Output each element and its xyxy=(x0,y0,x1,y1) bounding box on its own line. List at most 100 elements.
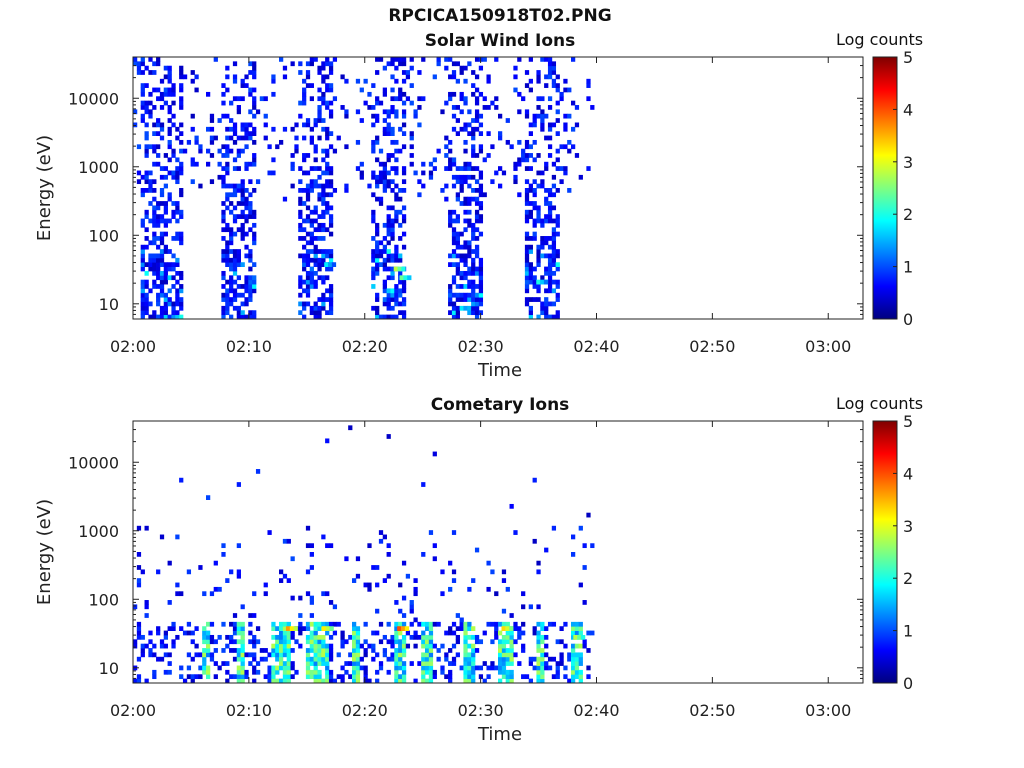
spectrogram-cell xyxy=(382,314,387,320)
spectrogram-cell xyxy=(255,626,261,631)
spectrogram-cell xyxy=(294,122,299,128)
spectrogram-cell xyxy=(517,630,522,636)
spectrogram-cell xyxy=(140,61,145,67)
spectrogram-cell xyxy=(255,669,261,675)
spectrogram-cell xyxy=(363,678,368,684)
spectrogram-cell xyxy=(209,139,215,145)
spectrogram-cell xyxy=(486,621,491,627)
spectrogram-cell xyxy=(463,665,468,671)
spectrogram-cell xyxy=(355,661,361,666)
spectrogram-cell xyxy=(375,100,380,106)
spectrogram-cell xyxy=(221,621,226,627)
spectrogram-cell xyxy=(451,105,457,110)
spectrogram-cell xyxy=(328,669,334,675)
spectrogram-peak-cell xyxy=(505,626,510,631)
spectrogram-cell xyxy=(547,192,553,198)
spectrogram-cell xyxy=(463,166,468,171)
spectrogram-cell xyxy=(328,634,334,640)
spectrogram-cell xyxy=(152,148,157,154)
spectrogram-cell xyxy=(179,240,184,246)
spectrogram-cell xyxy=(156,118,161,123)
spectrogram-cell xyxy=(440,591,445,597)
spectrogram-cell xyxy=(555,266,560,272)
spectrogram-cell xyxy=(225,87,230,93)
spectrogram-cell xyxy=(221,292,226,298)
spectrogram-cell xyxy=(448,166,453,171)
spectrogram-cell xyxy=(352,674,357,680)
spectrogram-cell xyxy=(478,231,484,237)
spectrogram-cell xyxy=(175,170,180,176)
spectrogram-cell xyxy=(501,569,507,575)
spectrogram-cell xyxy=(232,656,238,662)
spectrogram-cell xyxy=(279,626,284,631)
spectrogram-cell xyxy=(386,257,391,263)
spectrogram-cell xyxy=(521,604,526,610)
spectrogram-cell xyxy=(252,669,257,675)
spectrogram-cell xyxy=(244,144,249,150)
spectrogram-cell xyxy=(459,617,464,623)
spectrogram-cell xyxy=(574,674,580,680)
spectrogram-cell xyxy=(352,669,357,675)
spectrogram-cell xyxy=(225,244,230,250)
spectrogram-cell xyxy=(390,126,395,132)
spectrogram-cell xyxy=(463,648,468,653)
spectrogram-cell xyxy=(309,621,314,627)
spectrogram-cell xyxy=(517,192,522,198)
spectrogram-cell xyxy=(394,96,399,102)
spectrogram-cell xyxy=(547,244,553,250)
spectrogram-cell xyxy=(290,661,295,666)
spectrogram-cell xyxy=(355,639,361,645)
spectrogram-cell xyxy=(255,661,261,666)
spectrogram-cell xyxy=(298,209,303,215)
spectrogram-cell xyxy=(394,157,399,163)
spectrogram-cell xyxy=(163,205,168,211)
spectrogram-cell xyxy=(386,266,391,272)
spectrogram-cell xyxy=(225,634,230,640)
spectrogram-cell xyxy=(152,314,157,320)
spectrogram-cell xyxy=(501,674,507,680)
spectrogram-cell xyxy=(240,262,245,267)
spectrogram-cell xyxy=(478,270,484,276)
spectrogram-cell xyxy=(217,586,222,592)
spectrogram-peak-cell xyxy=(509,626,514,631)
spectrogram-cell xyxy=(198,565,203,570)
spectrogram-cell xyxy=(244,301,249,307)
spectrogram-cell xyxy=(352,661,357,666)
spectrogram-cell xyxy=(317,135,322,141)
spectrogram-cell xyxy=(386,222,391,228)
spectrogram-cell xyxy=(524,109,530,115)
spectrogram-cell xyxy=(494,621,499,627)
spectrogram-cell xyxy=(401,109,407,115)
spectrogram-cell xyxy=(279,639,284,645)
spectrogram-cell xyxy=(302,170,307,176)
spectrogram-cell xyxy=(240,222,245,228)
spectrogram-cell xyxy=(271,634,276,640)
spectrogram-cell xyxy=(524,301,530,307)
spectrogram-cell xyxy=(471,661,476,666)
spectrogram-cell xyxy=(478,262,484,267)
spectrogram-cell xyxy=(382,244,387,250)
spectrogram-cell xyxy=(501,634,507,640)
spectrogram-cell xyxy=(540,305,545,311)
spectrogram-cell xyxy=(282,665,288,671)
spectrogram-cell xyxy=(321,188,326,193)
x-tick-label: 02:50 xyxy=(689,337,735,356)
spectrogram-cell xyxy=(532,157,537,163)
spectrogram-peak-cell xyxy=(573,634,578,640)
spectrogram-cell xyxy=(390,253,395,259)
spectrogram-cell xyxy=(286,630,291,636)
spectrogram-cell xyxy=(309,139,314,145)
spectrogram-cell xyxy=(421,634,426,640)
spectrogram-cell xyxy=(240,656,245,662)
spectrogram-cell xyxy=(390,227,395,233)
spectrogram-cell xyxy=(152,253,157,259)
spectrogram-cell xyxy=(159,174,165,180)
spectrogram-cell xyxy=(401,648,407,653)
spectrogram-cell xyxy=(236,166,241,171)
spectrogram-cell xyxy=(309,656,314,662)
spectrogram-cell xyxy=(325,126,330,132)
spectrogram-cell xyxy=(313,305,318,311)
spectrogram-cell xyxy=(571,126,576,132)
spectrogram-cell xyxy=(505,621,510,627)
